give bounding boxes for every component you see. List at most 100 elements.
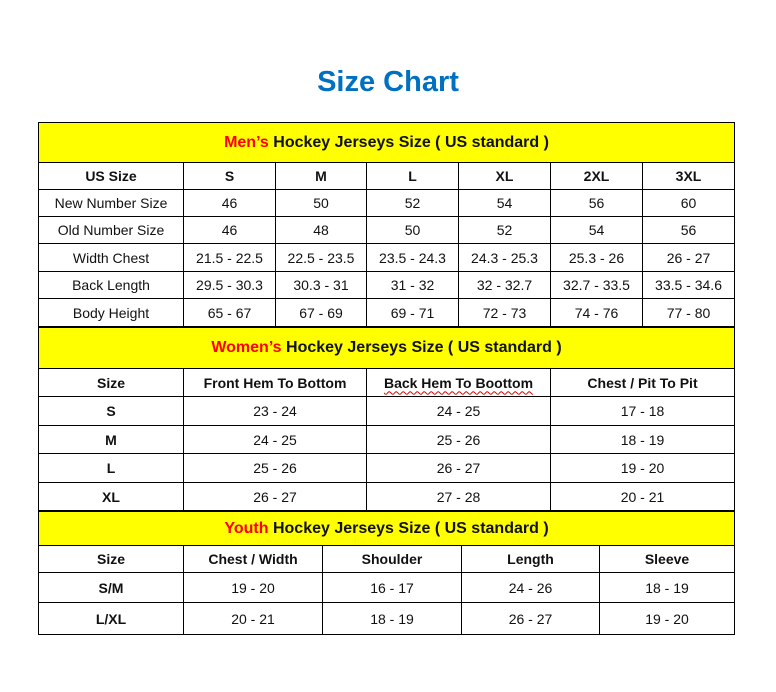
men-table-cell: 50 bbox=[366, 216, 459, 244]
men-table-row: Old Number Size 46 48 50 52 54 56 bbox=[38, 216, 736, 244]
women-table-cell: 25 - 26 bbox=[183, 453, 367, 483]
youth-section-title: Youth Hockey Jerseys Size ( US standard … bbox=[37, 511, 736, 546]
men-table: Men’s Hockey Jerseys Size ( US standard … bbox=[37, 122, 736, 327]
men-column-header: M bbox=[275, 162, 367, 190]
women-header-row: Size Front Hem To Bottom Back Hem To Boott… bbox=[38, 368, 736, 397]
men-table-cell: 50 bbox=[275, 189, 367, 217]
youth-column-header: Chest / Width bbox=[183, 545, 323, 573]
women-table-cell: 24 - 25 bbox=[366, 396, 551, 426]
women-table-cell: 18 - 19 bbox=[549, 425, 736, 454]
women-title-rest: Hockey Jerseys Size ( US standard ) bbox=[281, 339, 562, 356]
women-table: Women’s Hockey Jerseys Size ( US standar… bbox=[37, 327, 736, 511]
men-table-row: New Number Size 46 50 52 54 56 60 bbox=[38, 189, 736, 217]
youth-title-rest: Hockey Jerseys Size ( US standard ) bbox=[268, 519, 549, 537]
men-row-label: Body Height bbox=[38, 298, 184, 327]
men-table-cell: 52 bbox=[458, 216, 551, 244]
men-table-cell: 31 - 32 bbox=[366, 271, 459, 299]
men-section-title: Men’s Hockey Jerseys Size ( US standard … bbox=[37, 122, 736, 163]
men-table-cell: 52 bbox=[366, 189, 459, 217]
women-row-label: XL bbox=[38, 482, 184, 511]
youth-column-header: Length bbox=[461, 545, 600, 573]
women-table-cell: 17 - 18 bbox=[549, 396, 736, 426]
youth-header-row: Size Chest / Width Shoulder Length Sleeve bbox=[38, 545, 736, 573]
women-title-accent: Women’s bbox=[211, 339, 282, 356]
men-table-cell: 29.5 - 30.3 bbox=[183, 271, 276, 299]
men-table-cell: 46 bbox=[183, 216, 276, 244]
youth-row-label: L/XL bbox=[38, 602, 184, 635]
women-table-row: M 24 - 25 25 - 26 18 - 19 bbox=[38, 425, 736, 454]
youth-table-row: S/M 19 - 20 16 - 17 24 - 26 18 - 19 bbox=[38, 572, 736, 603]
men-title-accent: Men’s bbox=[224, 133, 269, 151]
men-table-cell: 48 bbox=[275, 216, 367, 244]
youth-table-cell: 19 - 20 bbox=[598, 602, 736, 635]
men-row-label: Width Chest bbox=[38, 243, 184, 272]
men-table-cell: 21.5 - 22.5 bbox=[183, 243, 276, 272]
youth-title-accent: Youth bbox=[224, 519, 269, 537]
women-column-header: Back Hem To Boottom bbox=[366, 368, 551, 397]
men-table-cell: 23.5 - 24.3 bbox=[366, 243, 459, 272]
men-table-cell: 54 bbox=[458, 189, 551, 217]
youth-row-label: S/M bbox=[38, 572, 184, 603]
size-chart: Men’s Hockey Jerseys Size ( US standard … bbox=[37, 122, 736, 635]
men-header-row: US Size S M L XL 2XL 3XL bbox=[38, 162, 736, 190]
youth-column-header: Size bbox=[38, 545, 184, 573]
youth-table-cell: 19 - 20 bbox=[183, 572, 323, 603]
men-row-label: Old Number Size bbox=[38, 216, 184, 244]
women-table-cell: 24 - 25 bbox=[183, 425, 367, 454]
youth-table-cell: 18 - 19 bbox=[322, 602, 462, 635]
women-table-cell: 20 - 21 bbox=[549, 482, 736, 511]
men-table-cell: 25.3 - 26 bbox=[550, 243, 643, 272]
women-table-row: XL 26 - 27 27 - 28 20 - 21 bbox=[38, 482, 736, 511]
women-row-label: S bbox=[38, 396, 184, 426]
men-column-header: 2XL bbox=[550, 162, 643, 190]
women-row-label: L bbox=[38, 453, 184, 483]
men-table-row: Body Height 65 - 67 67 - 69 69 - 71 72 - 73 7… bbox=[38, 298, 736, 327]
women-table-cell: 27 - 28 bbox=[366, 482, 551, 511]
men-column-header: XL bbox=[458, 162, 551, 190]
page-title: Size Chart bbox=[317, 66, 459, 98]
men-table-cell: 74 - 76 bbox=[550, 298, 643, 327]
men-column-header: US Size bbox=[38, 162, 184, 190]
men-title-rest: Hockey Jerseys Size ( US standard ) bbox=[268, 133, 549, 151]
youth-table: Youth Hockey Jerseys Size ( US standard … bbox=[37, 511, 736, 635]
men-table-cell: 30.3 - 31 bbox=[275, 271, 367, 299]
women-column-header: Front Hem To Bottom bbox=[183, 368, 367, 397]
youth-table-cell: 24 - 26 bbox=[461, 572, 600, 603]
header-text: Back Hem To Boottom bbox=[383, 374, 534, 391]
men-table-cell: 72 - 73 bbox=[458, 298, 551, 327]
men-row-label: Back Length bbox=[38, 271, 184, 299]
women-column-header: Size bbox=[38, 368, 184, 397]
youth-table-cell: 18 - 19 bbox=[598, 572, 736, 603]
youth-table-cell: 20 - 21 bbox=[183, 602, 323, 635]
women-table-cell: 26 - 27 bbox=[366, 453, 551, 483]
women-table-row: L 25 - 26 26 - 27 19 - 20 bbox=[38, 453, 736, 483]
men-column-header: S bbox=[183, 162, 276, 190]
women-table-cell: 19 - 20 bbox=[549, 453, 736, 483]
women-table-cell: 23 - 24 bbox=[183, 396, 367, 426]
men-table-cell: 46 bbox=[183, 189, 276, 217]
youth-table-cell: 16 - 17 bbox=[322, 572, 462, 603]
men-table-cell: 32 - 32.7 bbox=[458, 271, 551, 299]
men-table-cell: 67 - 69 bbox=[275, 298, 367, 327]
women-row-label: M bbox=[38, 425, 184, 454]
men-column-header: L bbox=[366, 162, 459, 190]
women-table-cell: 25 - 26 bbox=[366, 425, 551, 454]
men-table-cell: 56 bbox=[550, 189, 643, 217]
men-table-row: Back Length 29.5 - 30.3 30.3 - 31 31 - 32 32… bbox=[38, 271, 736, 299]
women-column-header: Chest / Pit To Pit bbox=[549, 368, 736, 397]
men-table-row: Width Chest 21.5 - 22.5 22.5 - 23.5 23.5 - … bbox=[38, 243, 736, 272]
men-table-cell: 24.3 - 25.3 bbox=[458, 243, 551, 272]
women-table-cell: 26 - 27 bbox=[183, 482, 367, 511]
men-table-cell: 65 - 67 bbox=[183, 298, 276, 327]
men-table-cell: 26 - 27 bbox=[641, 243, 736, 272]
women-section-title: Women’s Hockey Jerseys Size ( US standar… bbox=[37, 327, 736, 369]
men-table-cell: 33.5 - 34.6 bbox=[641, 271, 736, 299]
youth-table-cell: 26 - 27 bbox=[461, 602, 600, 635]
youth-column-header: Sleeve bbox=[598, 545, 736, 573]
men-table-cell: 69 - 71 bbox=[366, 298, 459, 327]
men-table-cell: 56 bbox=[641, 216, 736, 244]
youth-column-header: Shoulder bbox=[322, 545, 462, 573]
men-table-cell: 77 - 80 bbox=[641, 298, 736, 327]
men-table-cell: 54 bbox=[550, 216, 643, 244]
women-table-row: S 23 - 24 24 - 25 17 - 18 bbox=[38, 396, 736, 426]
